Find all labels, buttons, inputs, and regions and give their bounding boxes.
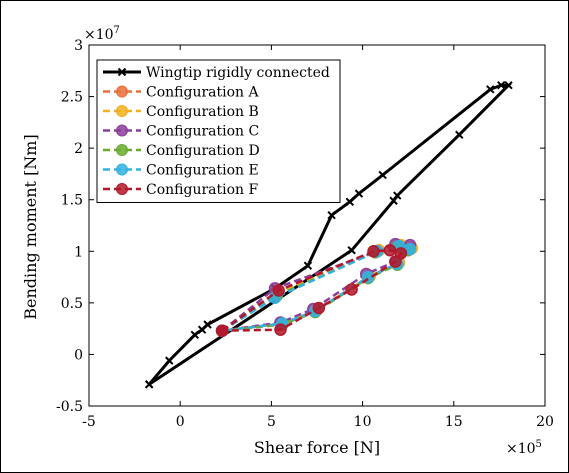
y-tick-label: -0.5 [56, 399, 83, 415]
legend-label: Configuration F [146, 182, 259, 198]
x-tick-label: 5 [267, 414, 276, 430]
y-tick-label: 3 [74, 38, 83, 54]
y-tick-label: 0 [74, 347, 83, 363]
y-tick-label: 2.5 [61, 90, 83, 106]
x-marker [190, 330, 199, 340]
legend-item: Configuration F [103, 182, 259, 198]
x-marker [327, 210, 336, 220]
legend-item: Wingtip rigidly connected [103, 65, 330, 81]
x-tick-label: -5 [82, 414, 96, 430]
x-marker [389, 196, 398, 205]
y-exponent-base: ×10 [84, 27, 114, 43]
legend-marker [116, 105, 128, 117]
legend-label: Configuration D [146, 143, 260, 159]
circle-marker [312, 301, 326, 315]
legend-label: Configuration E [146, 163, 259, 179]
legend-label: Configuration B [146, 104, 259, 120]
circle-marker [215, 324, 229, 337]
legend-item: Configuration A [103, 85, 260, 101]
circle-marker [272, 284, 285, 297]
y-axis-label: Bending moment [Nm] [21, 134, 40, 319]
circle-marker [345, 283, 358, 296]
legend: Wingtip rigidly connected Configuration A… [96, 59, 341, 203]
circle-marker [367, 245, 380, 258]
x-exponent-label: ×105 [506, 439, 542, 457]
legend-marker [116, 183, 128, 195]
legend-item: Configuration D [103, 143, 260, 159]
y-tick-label: 2 [74, 141, 83, 157]
x-tick-label: 10 [354, 414, 372, 430]
x-marker [504, 81, 513, 90]
legend-item: Configuration B [103, 104, 259, 120]
series-layer [144, 81, 513, 389]
x-axis-label: Shear force [N] [254, 438, 380, 457]
x-marker [345, 197, 355, 206]
circle-marker [383, 244, 397, 257]
x-exponent-base: ×10 [506, 441, 536, 457]
x-marker [203, 320, 212, 329]
legend-label: Configuration A [146, 85, 260, 101]
x-marker [455, 130, 464, 139]
x-marker [354, 189, 364, 198]
legend-marker [117, 67, 127, 77]
legend-item: Configuration C [103, 124, 259, 140]
x-exponent-power: 5 [536, 439, 542, 450]
x-marker [486, 85, 495, 94]
y-exponent-label: ×107 [84, 25, 120, 43]
x-tick-label: 0 [176, 414, 185, 430]
legend-marker [116, 163, 128, 176]
series-1 [144, 81, 513, 389]
legend-label: Configuration C [146, 124, 259, 140]
series-7 [215, 244, 408, 337]
axes-layer: -5 0 5 10 15 20 -0.5 0 0.5 1 1.5 2 2.5 3 [56, 38, 554, 430]
x-marker [303, 261, 313, 270]
legend-label: Wingtip rigidly connected [146, 65, 330, 81]
x-marker [144, 380, 154, 389]
legend-marker [116, 85, 128, 98]
legend-marker [116, 144, 128, 156]
legend-marker [116, 124, 128, 137]
y-exponent-power: 7 [114, 25, 120, 36]
circle-marker [389, 255, 402, 268]
x-tick-label: 20 [536, 414, 554, 430]
x-marker [165, 356, 174, 365]
circle-marker [274, 323, 287, 336]
x-marker [497, 81, 506, 90]
axes-box [88, 44, 546, 407]
y-tick-label: 1.5 [61, 193, 83, 209]
x-tick-label: 15 [445, 414, 463, 430]
x-marker [393, 191, 402, 200]
x-marker [378, 170, 387, 180]
y-tick-label: 1 [74, 244, 83, 260]
x-marker [347, 246, 356, 255]
legend-item: Configuration E [103, 163, 259, 179]
y-tick-label: 0.5 [61, 296, 83, 312]
